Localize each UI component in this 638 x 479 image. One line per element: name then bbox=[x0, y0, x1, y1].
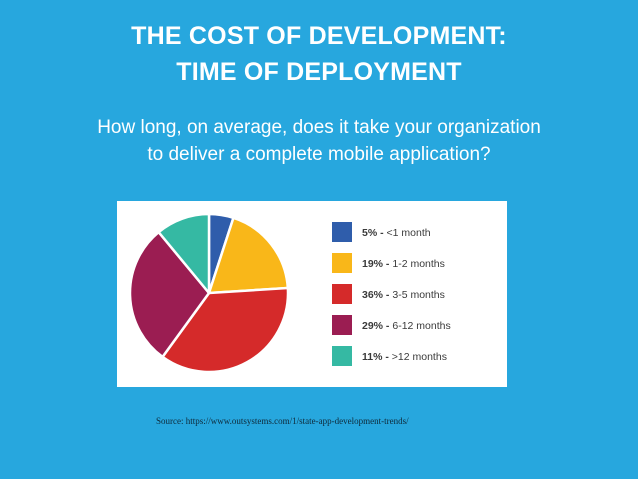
legend-range-3: 6-12 months bbox=[389, 320, 450, 332]
legend-swatch-2 bbox=[332, 284, 352, 304]
pie-chart: 5% - <1 month 19% - 1-2 months 36% - 3-5 m… bbox=[128, 212, 451, 374]
legend-range-1: 1-2 months bbox=[389, 258, 444, 270]
legend-entry-0: 5% - <1 month bbox=[362, 227, 431, 239]
legend-range-4: >12 months bbox=[389, 351, 447, 363]
question-line-1: How long, on average, does it take your … bbox=[97, 117, 541, 138]
legend-percent-0: 5% - bbox=[362, 227, 384, 239]
legend-range-2: 3-5 months bbox=[389, 289, 444, 301]
source-citation: Source: https://www.outsystems.com/1/sta… bbox=[156, 416, 409, 426]
legend-entry-4: 11% - >12 months bbox=[362, 351, 447, 363]
slide-question: How long, on average, does it take your … bbox=[0, 114, 638, 168]
pie-slice-1 bbox=[207, 216, 290, 295]
legend-percent-2: 36% - bbox=[362, 289, 390, 301]
title-line-2: TIME OF DEPLOYMENT bbox=[176, 58, 462, 86]
pie-chart-card: 5% - <1 month 19% - 1-2 months 36% - 3-5 m… bbox=[117, 201, 507, 387]
legend-entry-2: 36% - 3-5 months bbox=[362, 289, 445, 301]
legend-swatch-3 bbox=[332, 315, 352, 335]
legend-range-0: <1 month bbox=[384, 227, 431, 239]
legend-percent-3: 29% - bbox=[362, 320, 390, 332]
pie-slice-3 bbox=[128, 230, 211, 359]
question-line-2: to deliver a complete mobile application… bbox=[147, 144, 491, 165]
slide-title: THE COST OF DEVELOPMENT: TIME OF DEPLOYM… bbox=[0, 18, 638, 90]
legend-entry-3: 29% - 6-12 months bbox=[362, 320, 451, 332]
legend-swatch-1 bbox=[332, 253, 352, 273]
legend-entry-1: 19% - 1-2 months bbox=[362, 258, 445, 270]
pie-slice-4 bbox=[157, 212, 211, 295]
legend-percent-4: 11% - bbox=[362, 351, 389, 363]
pie-slice-2 bbox=[161, 286, 290, 374]
legend-swatch-0 bbox=[332, 222, 352, 242]
legend-percent-1: 19% - bbox=[362, 258, 390, 270]
title-line-1: THE COST OF DEVELOPMENT: bbox=[131, 22, 507, 50]
legend-swatch-4 bbox=[332, 346, 352, 366]
